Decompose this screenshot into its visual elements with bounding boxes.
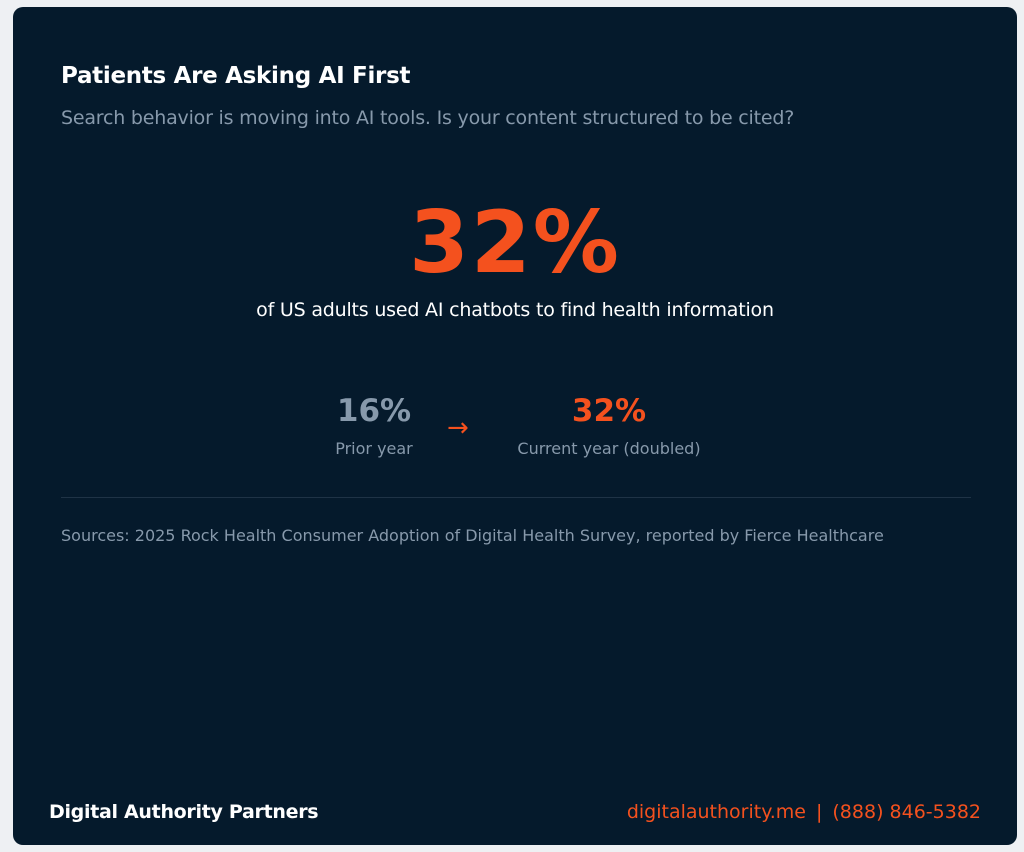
hero-stat-value: 32% [409,193,621,293]
footer-separator: | [815,801,823,823]
page-subtitle: Search behavior is moving into AI tools.… [61,107,795,129]
prior-year-value: 16% [336,393,412,429]
hero-stat-description: of US adults used AI chatbots to find he… [256,299,774,321]
year-comparison: 16% Prior year → 32% Current year (doubl… [13,391,1017,471]
footer-phone-link[interactable]: (888) 846-5382 [832,801,981,823]
footer-website-link[interactable]: digitalauthority.me [626,801,806,823]
infographic-card: Patients Are Asking AI First Search beha… [13,7,1017,845]
current-year-stat: 32% Current year (doubled) [509,391,709,458]
footer-brand: Digital Authority Partners [49,801,319,823]
current-year-value: 32% [571,393,647,429]
current-year-label: Current year (doubled) [517,439,701,458]
prior-year-stat: 16% Prior year [319,391,429,458]
divider [61,497,971,498]
prior-year-label: Prior year [335,439,413,458]
page-title: Patients Are Asking AI First [61,63,411,89]
sources-note: Sources: 2025 Rock Health Consumer Adopt… [61,526,884,545]
footer-contact: digitalauthority.me | (888) 846-5382 [627,801,981,823]
arrow-right-icon: → [447,413,469,443]
